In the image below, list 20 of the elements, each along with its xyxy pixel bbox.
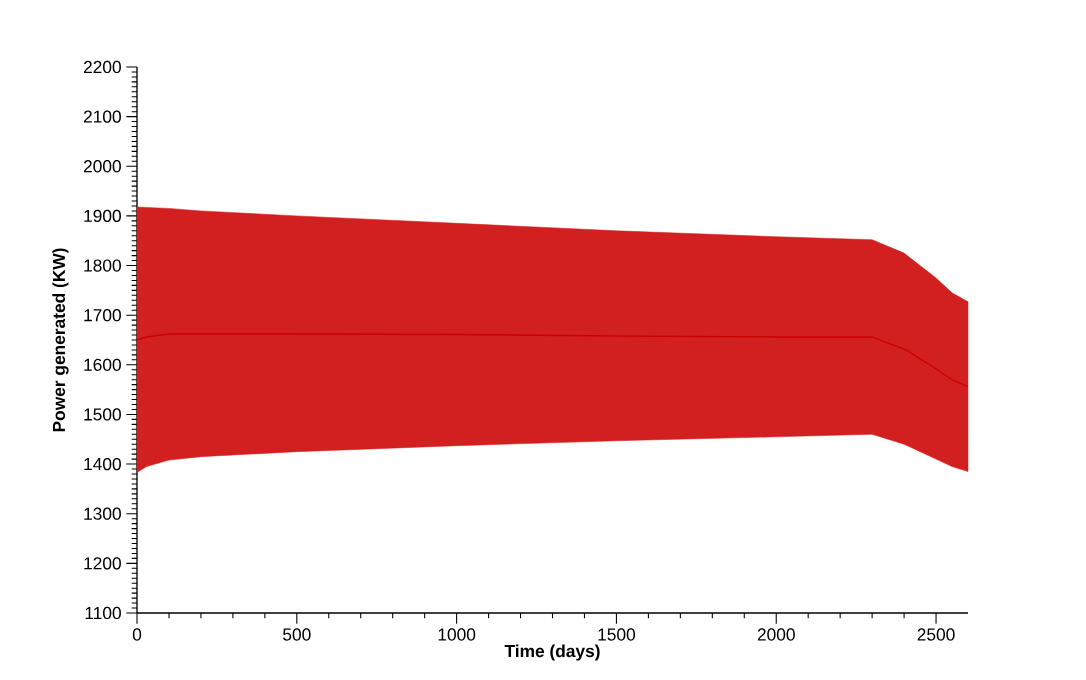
x-tick-label: 2000: [757, 628, 795, 641]
x-tick-label: 1000: [438, 628, 476, 641]
y-tick-label: 1600: [84, 358, 121, 371]
y-tick-label: 1200: [84, 557, 121, 570]
y-tick-label: 1100: [85, 606, 121, 620]
y-tick-label: 1500: [84, 408, 121, 421]
x-tick-label: 0: [132, 628, 142, 641]
y-tick-label: 2100: [83, 110, 121, 123]
x-tick-label: 2500: [917, 628, 955, 641]
x-tick-label: 500: [283, 628, 311, 641]
y-tick-label: 1800: [84, 259, 121, 272]
y-tick-label: 2200: [83, 60, 121, 74]
x-tick-label: 1500: [598, 628, 636, 641]
y-tick-label: 1300: [84, 507, 121, 520]
y-tick-label: 2000: [83, 160, 121, 173]
y-axis-title: Power generated (KW): [52, 248, 69, 432]
y-tick-label: 1400: [84, 457, 121, 471]
y-tick-label: 1700: [84, 309, 121, 322]
y-tick-label: 1900: [84, 209, 121, 223]
x-axis-title: Time (days): [504, 644, 600, 661]
